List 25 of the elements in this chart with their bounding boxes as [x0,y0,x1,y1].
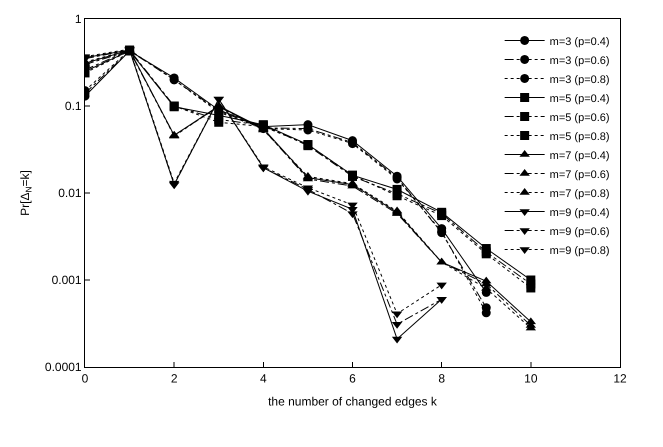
legend-label: m=5 (p=0.4) [550,92,610,105]
legend-label: m=3 (p=0.4) [550,36,610,48]
y-tick-label: 0.01 [58,186,82,200]
legend-label: m=9 (p=0.6) [550,226,610,238]
legend-label: m=3 (p=0.8) [550,74,610,86]
x-tick-label: 12 [613,371,627,386]
legend-label: m=5 (p=0.8) [550,130,610,143]
x-tick-label: 6 [349,371,356,386]
x-tick-label: 4 [260,371,267,386]
x-tick-label: 10 [524,371,538,386]
legend-label: m=7 (p=0.8) [550,188,610,200]
x-tick-label: 0 [82,371,89,386]
y-tick-label: 1 [74,12,82,26]
legend-label: m=7 (p=0.4) [550,150,610,162]
legend-label: m=5 (p=0.6) [550,112,610,124]
x-axis-title: the number of changed edges k [268,394,438,408]
legend-label: m=3 (p=0.6) [550,54,610,67]
y-tick-label: 0.0001 [44,360,82,374]
legend-label: m=9 (p=0.8) [550,244,610,257]
y-tick-label: 0.1 [64,99,82,114]
y-tick-label: 0.001 [52,273,82,288]
x-tick-label: 8 [438,371,446,386]
legend-label: m=9 (p=0.4) [550,206,610,219]
x-tick-label: 2 [170,371,178,386]
legend-label: m=7 (p=0.6) [550,168,610,181]
